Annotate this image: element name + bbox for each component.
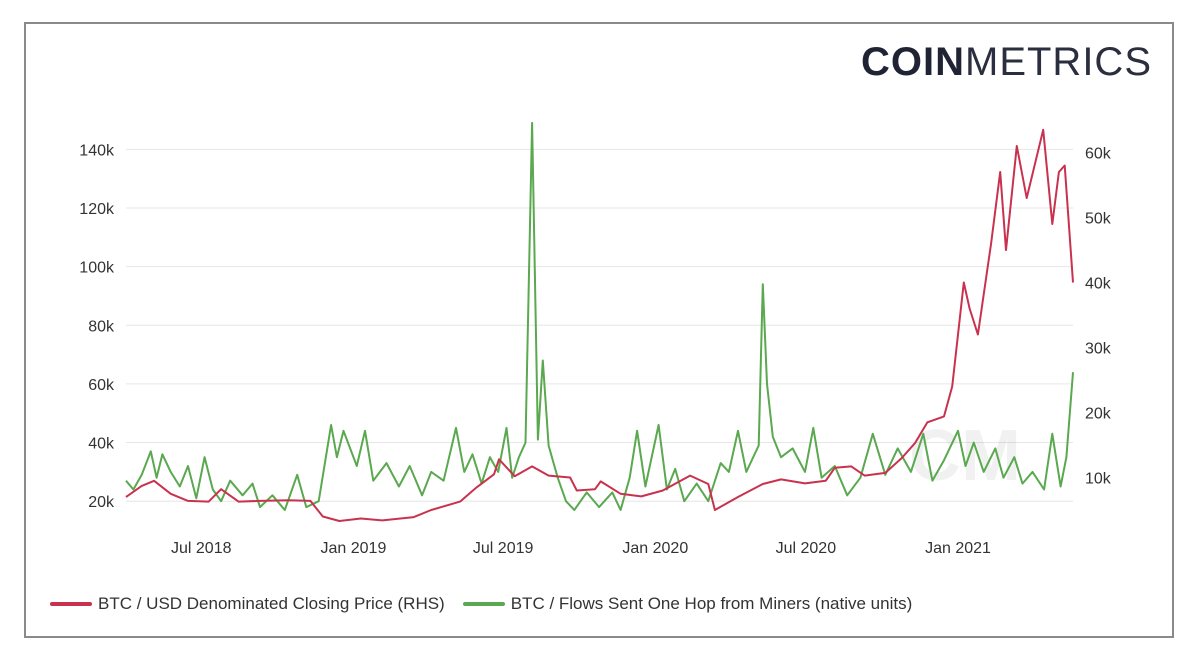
right-axis-tick-label: 50k — [1085, 211, 1112, 228]
watermark-logo: CM — [909, 416, 1021, 496]
left-axis-tick-label: 140k — [79, 142, 115, 159]
x-axis-tick-label: Jul 2018 — [171, 540, 232, 557]
right-axis-tick-label: 10k — [1085, 471, 1112, 488]
legend-swatch-price — [50, 602, 92, 606]
x-axis-tick-label: Jul 2020 — [776, 540, 837, 557]
logo-part-metrics: METRICS — [965, 40, 1152, 84]
x-axis-tick-label: Jan 2020 — [622, 540, 688, 557]
series-line-flows — [125, 121, 1074, 511]
legend: BTC / USD Denominated Closing Price (RHS… — [50, 594, 930, 614]
left-axis-tick-label: 40k — [88, 436, 115, 453]
legend-item-price[interactable]: BTC / USD Denominated Closing Price (RHS… — [50, 594, 445, 614]
left-axis-tick-label: 80k — [88, 318, 115, 335]
chart-frame — [24, 22, 1174, 638]
x-axis-tick-label: Jul 2019 — [473, 540, 534, 557]
x-axis-tick-label: Jan 2021 — [925, 540, 991, 557]
right-axis-tick-label: 30k — [1085, 341, 1112, 358]
series-line-price — [125, 128, 1074, 522]
left-axis-tick-label: 100k — [79, 260, 115, 277]
legend-label-flows: BTC / Flows Sent One Hop from Miners (na… — [510, 594, 913, 613]
legend-item-flows[interactable]: BTC / Flows Sent One Hop from Miners (na… — [462, 594, 913, 614]
left-axis-tick-label: 120k — [79, 201, 115, 218]
x-axis-tick-label: Jan 2019 — [321, 540, 387, 557]
coinmetrics-logo: COINMETRICS — [861, 42, 1152, 82]
legend-label-price: BTC / USD Denominated Closing Price (RHS… — [98, 594, 445, 613]
right-axis-tick-label: 20k — [1085, 406, 1112, 423]
legend-swatch-flows — [462, 602, 505, 606]
right-axis-tick-label: 60k — [1085, 146, 1112, 163]
left-axis-tick-label: 60k — [88, 377, 115, 394]
logo-part-coin: COIN — [861, 40, 965, 84]
right-axis-tick-label: 40k — [1085, 276, 1112, 293]
left-axis-tick-label: 20k — [88, 494, 115, 511]
